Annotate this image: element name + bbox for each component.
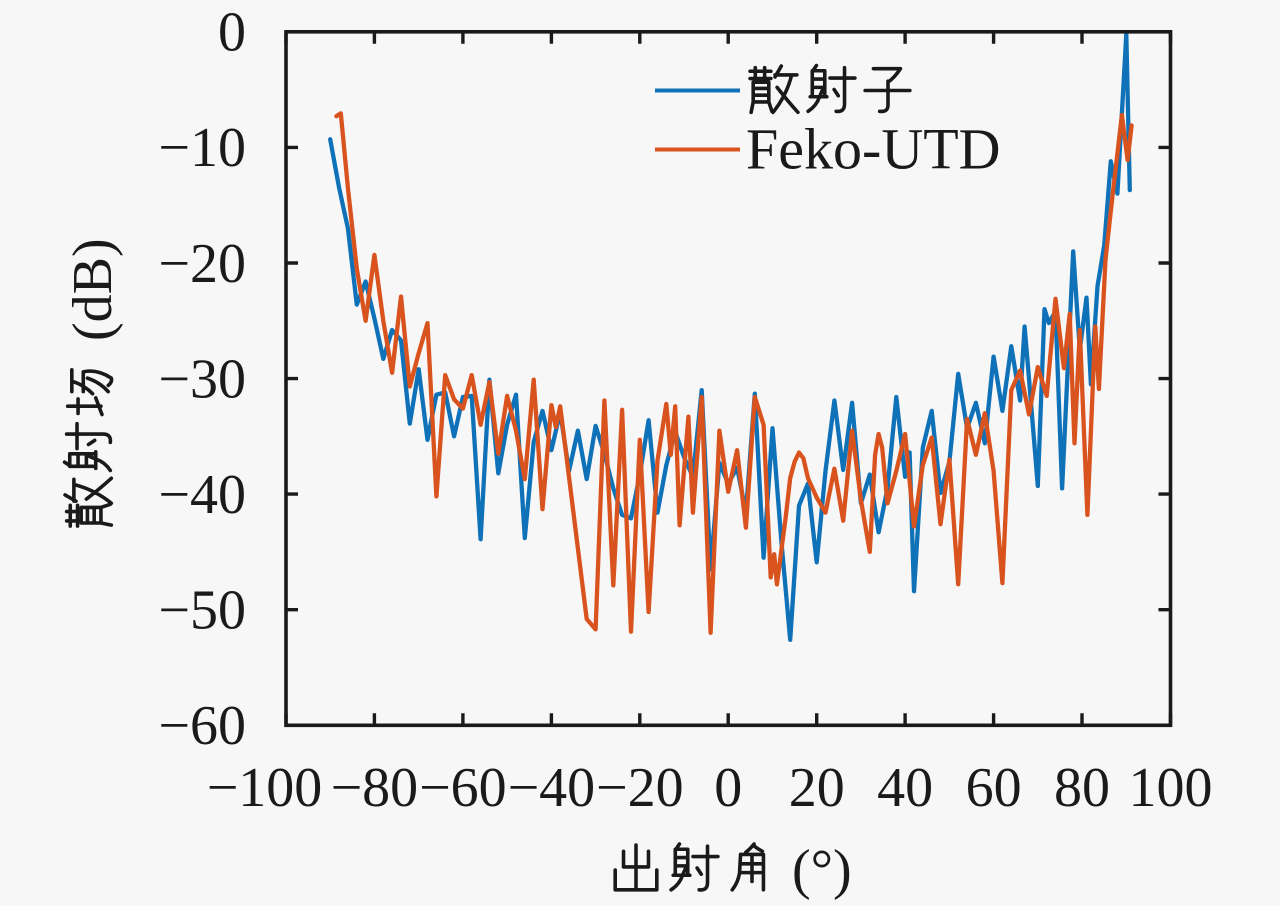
svg-text:40: 40 <box>877 757 933 819</box>
svg-text:−20: −20 <box>596 757 684 819</box>
svg-text:Feko-UTD: Feko-UTD <box>746 117 1001 182</box>
svg-text:(dB): (dB) <box>62 238 124 341</box>
svg-text:0: 0 <box>218 2 246 64</box>
svg-text:(°): (°) <box>792 839 852 901</box>
svg-text:60: 60 <box>966 757 1022 819</box>
svg-text:−20: −20 <box>158 233 246 295</box>
svg-text:100: 100 <box>1129 757 1213 819</box>
svg-text:−10: −10 <box>158 117 246 179</box>
svg-text:20: 20 <box>789 757 845 819</box>
svg-text:0: 0 <box>714 757 742 819</box>
svg-text:−50: −50 <box>158 580 246 642</box>
svg-text:80: 80 <box>1054 757 1110 819</box>
svg-text:−40: −40 <box>508 757 596 819</box>
svg-text:−30: −30 <box>158 348 246 410</box>
svg-text:−80: −80 <box>331 757 419 819</box>
svg-text:−60: −60 <box>158 695 246 757</box>
svg-text:−40: −40 <box>158 464 246 526</box>
svg-text:−100: −100 <box>207 757 323 819</box>
svg-text:−60: −60 <box>419 757 507 819</box>
